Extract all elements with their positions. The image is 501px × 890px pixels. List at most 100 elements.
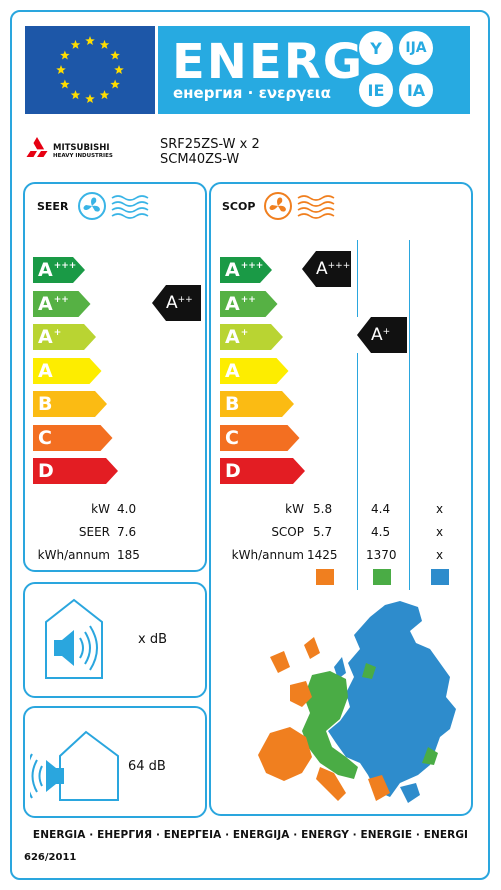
seer-row-value-seer: 7.6 xyxy=(117,525,137,539)
scop-marker-average-letter: A xyxy=(371,325,383,345)
scop-marker-warm-sup: +++ xyxy=(327,261,351,271)
seer-class-letter: D xyxy=(38,460,54,482)
scop-class-letter: A xyxy=(225,259,240,281)
seer-class-arrow-shape xyxy=(33,424,113,451)
seer-row-value-kwh: 185 xyxy=(117,548,140,562)
seer-class-arrow-fill xyxy=(33,357,102,384)
scop-marker-warm-letter: A xyxy=(316,259,328,279)
scop-row-label-kwh: kWh/annum xyxy=(231,548,304,562)
scop-class-sup: + xyxy=(240,328,249,338)
scop-panel xyxy=(209,182,473,816)
seer-rating-letter: A xyxy=(166,293,178,313)
scop-class-letter: A xyxy=(225,292,240,315)
seer-panel xyxy=(23,182,207,572)
scop-marker-average-notch xyxy=(357,317,371,353)
seer-class-arrow-fill xyxy=(33,290,91,317)
scop-class-letter: B xyxy=(225,393,240,415)
cooling-fan-icon xyxy=(78,192,149,220)
scop-class-arrow: A + xyxy=(220,324,283,350)
seer-rating-sup: ++ xyxy=(177,295,193,305)
lang-circle-y: Y xyxy=(359,31,393,65)
eu-star xyxy=(56,65,66,75)
scop-row-warm-kw: 5.8 xyxy=(313,502,333,516)
scop-class-arrow-fill xyxy=(220,391,294,417)
seer-row-label-kw: kW xyxy=(91,502,110,516)
seer-class-arrow-fill xyxy=(33,391,107,417)
eu-flag xyxy=(25,26,155,114)
seer-class-arrow-fill xyxy=(33,458,118,484)
manufacturer-line1: MITSUBISHI xyxy=(53,143,110,153)
lang-circle-ie: IE xyxy=(359,73,393,107)
label-frame xyxy=(10,10,490,880)
eu-star xyxy=(110,79,120,89)
scop-class-arrow-fill xyxy=(220,324,283,350)
seer-class-letter: A xyxy=(38,292,53,315)
scop-class-arrow-shape xyxy=(220,391,294,417)
scop-class-arrow: D xyxy=(220,458,305,484)
scop-column-divider-1 xyxy=(357,240,358,590)
seer-class-arrow: A ++ xyxy=(33,290,91,317)
scop-class-arrow: A ++ xyxy=(220,290,278,317)
model-indoor: SCM40ZS-W xyxy=(160,152,240,167)
seer-class-arrow: A +++ xyxy=(33,257,85,283)
footer-languages: ENERGIA · ЕНЕРГИЯ · ΕΝΕΡΓΕΙΑ · ENERGIJA … xyxy=(32,829,469,841)
scop-class-letter: D xyxy=(225,460,241,482)
seer-class-arrow: B xyxy=(33,391,107,417)
energy-title: ENERG xyxy=(172,34,365,90)
outdoor-noise-value: 64 dB xyxy=(128,759,166,774)
scop-class-arrow-shape xyxy=(220,424,300,451)
scop-class-arrow-fill xyxy=(220,257,272,283)
scop-row-label-scop: SCOP xyxy=(271,525,304,539)
mitsubishi-logo-icon xyxy=(26,137,48,157)
seer-class-arrow-fill xyxy=(33,324,96,350)
scop-row-cold-kw: x xyxy=(436,502,444,516)
seer-class-arrow-fill xyxy=(33,424,113,451)
seer-class-letter: B xyxy=(38,393,53,415)
energy-subtitle: енергия · ενεργεια xyxy=(173,84,331,102)
outdoor-speaker-icon xyxy=(30,730,119,801)
scop-marker-average-sup: + xyxy=(382,327,391,337)
eu-star xyxy=(60,79,70,89)
scop-class-arrow-fill xyxy=(220,458,305,484)
seer-class-arrow: A xyxy=(33,357,102,384)
seer-row-value-kw: 4.0 xyxy=(117,502,137,516)
seer-class-arrow: D xyxy=(33,458,118,484)
eu-star xyxy=(110,50,120,60)
eu-star xyxy=(99,90,110,100)
seer-marker-notch xyxy=(152,285,166,321)
scop-class-letter: A xyxy=(225,326,240,348)
seer-class-letter: A xyxy=(38,259,53,281)
seer-row-label-seer: SEER xyxy=(78,525,110,539)
lang-circle-ija: IJA xyxy=(399,31,433,65)
seer-class-arrow: A + xyxy=(33,324,96,350)
scop-class-arrow-shape xyxy=(220,257,272,283)
scop-title: SCOP xyxy=(222,200,256,213)
seer-class-letter: A xyxy=(38,359,53,382)
average-zone-swatch xyxy=(373,569,391,585)
seer-title: SEER xyxy=(37,200,69,213)
scop-class-arrow-shape xyxy=(220,458,305,484)
scop-class-arrow-fill xyxy=(220,424,300,451)
model-identifiers: SRF25ZS-W x 2 SCM40ZS-W xyxy=(160,137,260,167)
eu-star xyxy=(60,50,70,60)
seer-class-letter: C xyxy=(38,426,52,449)
scop-row-average-kwh: 1370 xyxy=(366,548,397,562)
manufacturer-name: MITSUBISHI HEAVY INDUSTRIES xyxy=(53,143,113,160)
seer-class-arrow-shape xyxy=(33,257,85,283)
seer-class-arrow-shape xyxy=(33,391,107,417)
eu-star xyxy=(114,65,124,75)
eu-star xyxy=(70,39,81,49)
seer-class-arrow-shape xyxy=(33,357,102,384)
seer-class-sup: +++ xyxy=(53,261,77,271)
scop-class-arrow-fill xyxy=(220,290,278,317)
seer-class-arrow: C xyxy=(33,424,113,451)
scop-row-label-kw: kW xyxy=(285,502,304,516)
manufacturer-line2: HEAVY INDUSTRIES xyxy=(53,153,113,159)
outdoor-noise-panel xyxy=(23,706,207,818)
eu-star xyxy=(99,39,110,49)
europe-climate-zones-map xyxy=(258,601,456,803)
eu-star xyxy=(70,90,81,100)
scop-row-cold-kwh: x xyxy=(436,548,444,562)
seer-class-arrow-fill xyxy=(33,257,85,283)
scop-row-average-scop: 4.5 xyxy=(371,525,391,539)
